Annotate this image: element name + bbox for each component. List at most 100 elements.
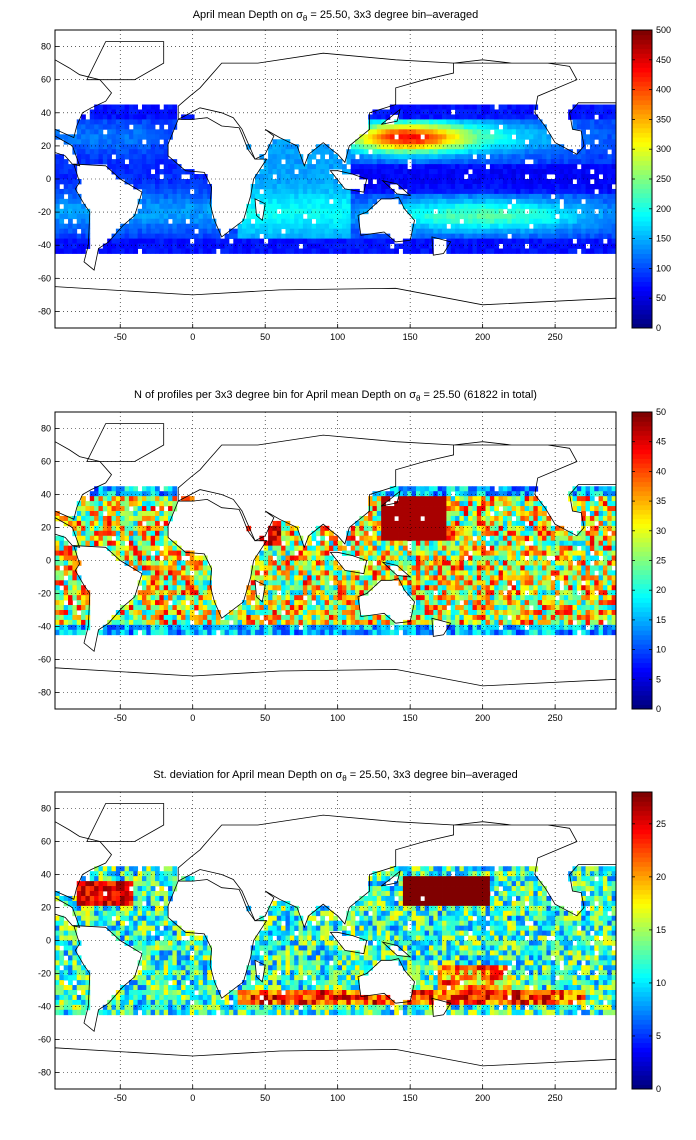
heat-cell: [146, 109, 152, 115]
heat-cell: [437, 575, 443, 581]
heat-cell: [350, 550, 356, 556]
heat-cell: [459, 491, 465, 497]
colorbar-step: [632, 155, 652, 161]
heat-cell: [155, 233, 160, 239]
heat-cell: [120, 530, 125, 537]
heat-cell: [76, 124, 82, 130]
heat-cell: [394, 540, 399, 547]
heat-cell: [420, 570, 426, 576]
heat-cell: [263, 595, 269, 601]
heat-cell: [555, 208, 560, 215]
heat-cell: [481, 238, 486, 244]
heat-cell: [185, 208, 191, 215]
heat-cell: [468, 540, 473, 547]
heat-cell: [455, 174, 460, 180]
heat-cell: [268, 193, 273, 200]
heat-cell: [168, 174, 173, 180]
heat-cell: [394, 550, 399, 556]
heat-cell: [320, 169, 326, 175]
heat-cell: [537, 223, 543, 230]
heat-cell: [102, 114, 108, 120]
heat-cell: [250, 203, 256, 210]
heat-cell: [141, 580, 147, 586]
heat-cell: [433, 555, 439, 561]
heat-cell: [529, 238, 534, 244]
heat-cell: [494, 129, 499, 135]
heat-cell: [272, 188, 278, 195]
heat-cell: [133, 629, 139, 636]
heat-cell: [315, 149, 321, 155]
heat-cell: [98, 511, 104, 517]
heat-cell: [394, 119, 399, 125]
heat-cell: [155, 565, 160, 571]
heat-cell: [72, 248, 78, 254]
heat-cell: [328, 624, 334, 631]
heat-cell: [542, 198, 547, 205]
coastline: [177, 52, 454, 167]
heat-cell: [576, 218, 582, 225]
heat-cell: [585, 139, 591, 145]
heat-cell: [494, 501, 499, 507]
heat-cell: [194, 595, 199, 601]
heat-cell: [407, 183, 413, 190]
heat-cell: [115, 129, 121, 135]
heat-cell: [285, 193, 291, 200]
heat-cell: [111, 515, 117, 522]
heat-cell: [515, 124, 521, 130]
heat-cell: [563, 149, 569, 155]
heat-cell: [324, 525, 330, 532]
heat-cell: [407, 491, 413, 497]
heat-cell: [98, 114, 104, 120]
heat-cell: [111, 248, 117, 254]
heat-cell: [524, 238, 530, 244]
heat-cell: [424, 134, 430, 140]
heat-cell: [68, 134, 73, 140]
heat-cell: [481, 624, 486, 631]
heat-cell: [276, 238, 282, 244]
heat-cell: [163, 605, 169, 611]
heat-cell: [246, 233, 252, 239]
heat-cell: [172, 233, 178, 239]
heat-cell: [302, 198, 308, 205]
heat-cell: [198, 223, 204, 230]
heat-cell: [337, 213, 343, 220]
heat-cell: [259, 619, 265, 626]
heat-cell: [494, 149, 499, 155]
heat-cell: [472, 555, 478, 561]
heat-cell: [389, 570, 395, 576]
heat-cell: [307, 545, 312, 551]
heat-cell: [68, 605, 73, 611]
heat-cell: [289, 575, 295, 581]
heat-cell: [411, 114, 417, 120]
heat-cell: [72, 223, 78, 230]
heat-cell: [328, 575, 334, 581]
heat-cell: [598, 243, 604, 249]
heat-cell: [294, 149, 299, 155]
heat-cell: [168, 580, 173, 586]
heat-cell: [189, 614, 195, 621]
heat-cell: [124, 164, 130, 170]
heat-cell: [455, 560, 460, 566]
heat-cell: [146, 203, 152, 210]
heat-cell: [607, 174, 613, 180]
heat-cell: [146, 575, 152, 581]
heat-cell: [446, 560, 452, 566]
heat-cell: [485, 174, 491, 180]
heat-cell: [476, 243, 482, 249]
heat-cell: [411, 208, 417, 215]
heat-cell: [294, 595, 299, 601]
heat-cell: [120, 104, 125, 110]
heat-cell: [485, 159, 491, 165]
heat-cell: [137, 595, 143, 601]
heat-cell: [598, 129, 604, 135]
heat-cell: [359, 575, 365, 581]
heat-cell: [211, 610, 217, 616]
heat-cell: [363, 174, 369, 180]
heat-cell: [402, 183, 408, 190]
heat-cell: [420, 590, 426, 596]
heat-cell: [285, 570, 291, 576]
heat-cell: [259, 223, 265, 230]
heat-cell: [350, 233, 356, 239]
heat-cell: [285, 159, 291, 165]
heat-cell: [550, 149, 556, 155]
